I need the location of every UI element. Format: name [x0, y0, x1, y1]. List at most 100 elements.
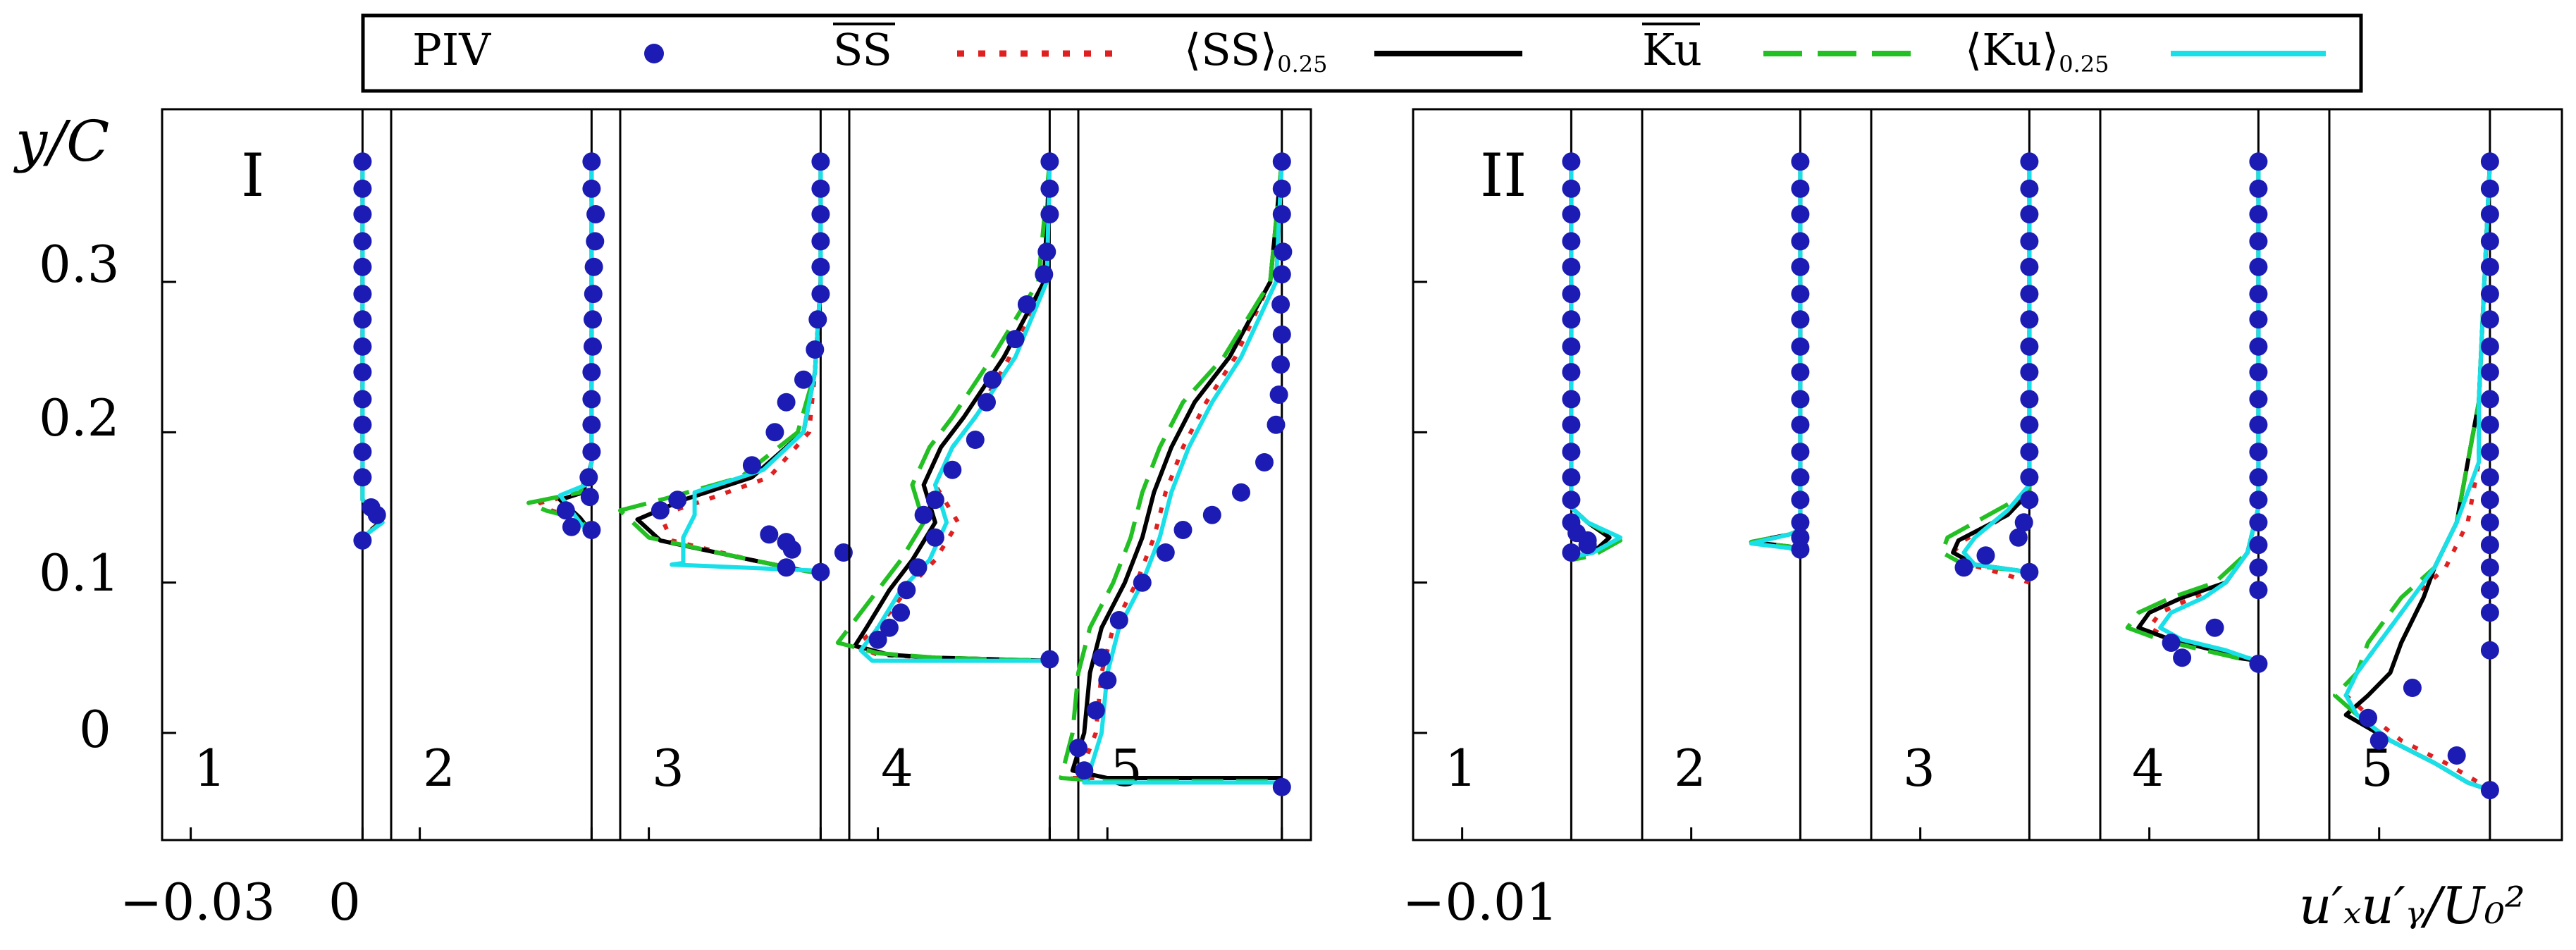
series-line-ku: [1940, 161, 2032, 576]
piv-point: [2020, 257, 2039, 276]
y-axis-title: y/C: [13, 109, 109, 174]
piv-point: [353, 337, 372, 356]
series-line-ss025: [1749, 161, 1803, 552]
series-line-ss025: [2136, 161, 2261, 663]
piv-point: [1562, 205, 1581, 223]
series-line-ku: [2125, 161, 2261, 665]
piv-point: [2205, 618, 2224, 637]
piv-point: [868, 630, 887, 649]
piv-point: [353, 205, 372, 223]
piv-point: [1562, 152, 1581, 171]
piv-point: [2480, 443, 2499, 462]
panel-II-frame: [1412, 108, 2563, 841]
piv-point: [2249, 491, 2268, 510]
piv-point: [1156, 543, 1175, 562]
piv-point: [2480, 558, 2499, 577]
piv-point: [2020, 232, 2039, 251]
piv-point: [2249, 513, 2268, 532]
piv-point: [908, 558, 928, 577]
piv-point: [2480, 603, 2499, 622]
piv-point: [2020, 310, 2039, 329]
piv-point: [2480, 232, 2499, 251]
piv-point: [1040, 152, 1059, 171]
piv-point: [2020, 390, 2039, 409]
piv-point: [2249, 205, 2268, 223]
piv-point: [1086, 701, 1105, 720]
piv-point: [2480, 337, 2499, 356]
panel-II-roman: II: [1480, 141, 1527, 210]
piv-point: [760, 525, 779, 544]
piv-point: [1272, 325, 1291, 344]
piv-point: [2249, 468, 2268, 487]
series-line-ss: [1070, 161, 1284, 780]
piv-point: [2020, 179, 2039, 198]
legend: PIV SS ⟨SS⟩0.25 Ku ⟨Ku⟩0.25: [361, 13, 2363, 93]
piv-point: [367, 505, 386, 524]
piv-point: [582, 390, 601, 409]
piv-point: [777, 558, 796, 577]
piv-point: [2480, 468, 2499, 487]
piv-point: [353, 152, 372, 171]
piv-point: [811, 562, 830, 581]
piv-point: [978, 393, 996, 412]
piv-point: [2249, 558, 2268, 577]
piv-point: [1562, 468, 1581, 487]
station-label: 1: [194, 739, 226, 798]
piv-point: [925, 491, 944, 510]
piv-point: [586, 232, 605, 251]
piv-point: [2480, 536, 2499, 555]
series-line-ss025: [2343, 161, 2492, 792]
piv-point: [2480, 310, 2499, 329]
piv-point: [1272, 179, 1291, 198]
piv-point: [834, 543, 853, 562]
piv-point: [1255, 453, 1274, 471]
piv-point: [353, 310, 372, 329]
piv-point: [353, 468, 372, 487]
panel-II: II: [1412, 108, 2563, 841]
piv-point: [2249, 536, 2268, 555]
piv-point: [1562, 257, 1581, 276]
piv-point: [582, 363, 601, 381]
series-line-ss: [853, 161, 1052, 663]
piv-point: [1040, 650, 1059, 669]
piv-point: [1562, 443, 1581, 462]
piv-point: [806, 340, 825, 359]
y-tick-label: 0.2: [39, 388, 120, 448]
piv-point: [2480, 257, 2499, 276]
station-label: 4: [2132, 739, 2164, 798]
piv-point: [1202, 505, 1221, 524]
piv-point: [556, 501, 575, 520]
piv-point: [2249, 363, 2268, 381]
piv-point: [1562, 363, 1581, 381]
piv-point: [1272, 152, 1291, 171]
x-tick-label: −0.01: [1403, 872, 1558, 932]
piv-point: [1562, 491, 1581, 510]
piv-point: [2249, 337, 2268, 356]
legend-label-ss: SS: [833, 24, 892, 75]
piv-point: [2249, 310, 2268, 329]
piv-point: [353, 415, 372, 434]
piv-point: [782, 540, 801, 559]
piv-point: [1791, 205, 1810, 223]
station-label: 3: [1903, 739, 1935, 798]
piv-point: [353, 363, 372, 381]
piv-point: [1017, 295, 1036, 314]
piv-point: [2480, 363, 2499, 381]
station-label: 2: [1674, 739, 1706, 798]
piv-point: [1133, 573, 1152, 592]
series-line-ss: [2343, 161, 2492, 792]
piv-point: [1954, 558, 1973, 577]
piv-point: [1232, 483, 1250, 502]
piv-point: [353, 531, 372, 550]
piv-point: [582, 443, 601, 462]
piv-point: [1274, 242, 1293, 261]
piv-point: [2480, 390, 2499, 409]
piv-point: [1098, 671, 1117, 690]
piv-point: [2480, 781, 2499, 800]
piv-point: [1562, 179, 1581, 198]
piv-point: [2480, 513, 2499, 532]
series-line-ss025: [853, 161, 1052, 663]
x-tick-label: −0.03: [120, 872, 276, 932]
series-line-ku: [1749, 161, 1803, 552]
piv-point: [2480, 179, 2499, 198]
